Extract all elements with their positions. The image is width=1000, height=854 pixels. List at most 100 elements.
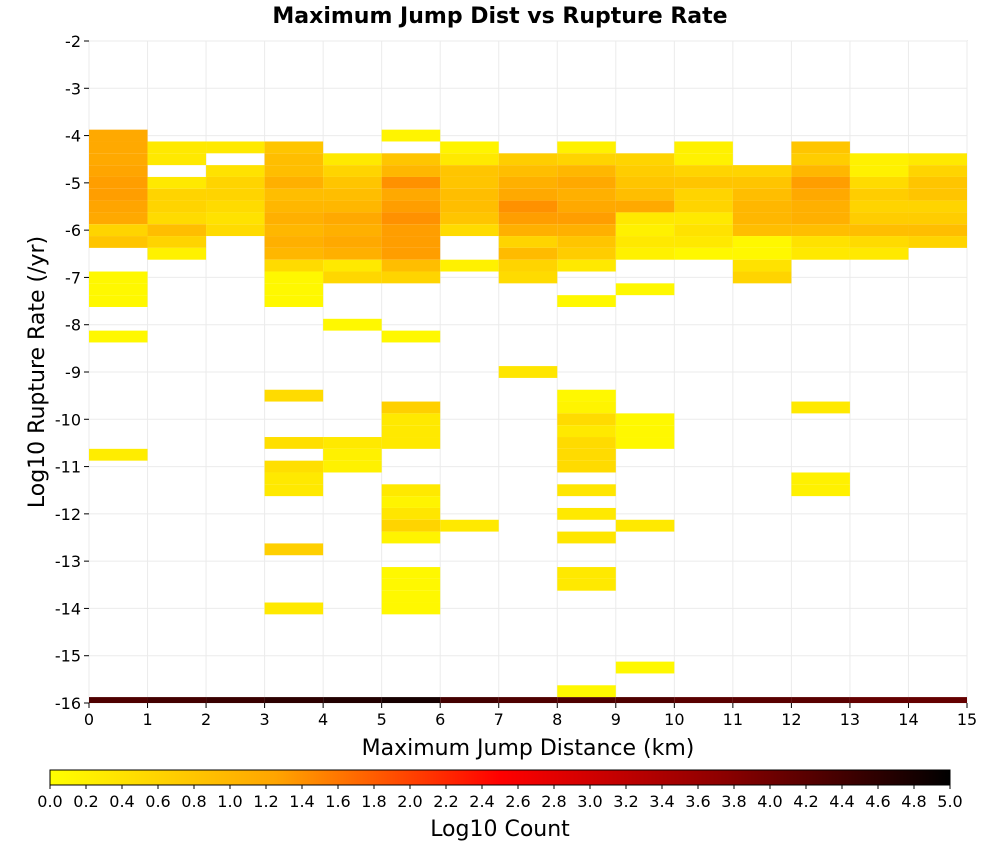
heatmap-cell xyxy=(791,188,850,201)
heatmap-cell xyxy=(791,153,850,166)
heatmap-cell xyxy=(264,153,324,166)
heatmap-cell xyxy=(264,283,324,296)
heatmap-cell xyxy=(557,259,616,272)
heatmap-cell xyxy=(732,176,792,189)
heatmap-cell xyxy=(849,236,909,248)
x-tick-label: 12 xyxy=(781,710,801,729)
heatmap-cell xyxy=(674,141,733,154)
heatmap-cell xyxy=(381,602,441,615)
colorbar-tick-label: 4.4 xyxy=(829,792,854,811)
heatmap-cell xyxy=(732,188,792,201)
heatmap-cell xyxy=(732,236,792,248)
heatmap-cell xyxy=(147,153,207,166)
heatmap-cell xyxy=(557,295,616,307)
heatmap-cell xyxy=(791,212,850,225)
heatmap-cell xyxy=(147,176,207,189)
x-tick-label: 0 xyxy=(84,710,94,729)
heatmap-cell xyxy=(557,567,616,579)
heatmap-cell xyxy=(440,153,499,166)
heatmap-cell xyxy=(264,460,324,473)
x-tick-label: 14 xyxy=(898,710,918,729)
heatmap-cell xyxy=(264,472,324,485)
heatmap-cell xyxy=(381,697,441,703)
colorbar-tick-label: 2.8 xyxy=(541,792,566,811)
heatmap-cell xyxy=(381,590,441,603)
y-tick-label: -14 xyxy=(55,599,81,618)
y-tick-label: -11 xyxy=(55,458,81,477)
heatmap-cell xyxy=(557,165,616,177)
heatmap-cell xyxy=(381,224,441,237)
heatmap-cell xyxy=(674,697,733,703)
heatmap-cell xyxy=(849,188,909,201)
heatmap-cell xyxy=(89,129,148,142)
heatmap-cell xyxy=(791,224,850,237)
heatmap-cell xyxy=(791,176,850,189)
heatmap-cell xyxy=(615,188,675,201)
heatmap-cell xyxy=(440,165,499,177)
heatmap-cell xyxy=(732,200,792,213)
heatmap-cell xyxy=(615,200,675,213)
heatmap-cell xyxy=(89,188,148,201)
heatmap-cell xyxy=(791,484,850,497)
heatmap-cell xyxy=(264,224,324,237)
heatmap-cell xyxy=(381,330,441,343)
y-tick-label: -5 xyxy=(65,174,81,193)
heatmap-cell xyxy=(264,200,324,213)
heatmap-cell xyxy=(732,271,792,284)
heatmap-cell xyxy=(615,212,675,225)
colorbar-label: Log10 Count xyxy=(430,817,570,842)
heatmap-cell xyxy=(323,176,382,189)
heatmap-cell xyxy=(791,697,850,703)
heatmap-cell xyxy=(264,437,324,449)
heatmap-cell xyxy=(615,153,675,166)
colorbar-tick-label: 2.2 xyxy=(433,792,458,811)
heatmap-cell xyxy=(323,153,382,166)
heatmap-cell xyxy=(557,531,616,544)
x-tick-label: 6 xyxy=(435,710,445,729)
y-tick-label: -6 xyxy=(65,221,81,240)
y-tick-label: -13 xyxy=(55,552,81,571)
heatmap-cell xyxy=(89,236,148,248)
heatmap-cell xyxy=(323,236,382,248)
heatmap-cell xyxy=(674,247,733,260)
heatmap-cell xyxy=(908,236,967,248)
heatmap-cell xyxy=(264,271,324,284)
colorbar-tick-label: 0.2 xyxy=(73,792,98,811)
heatmap-cell xyxy=(674,153,733,166)
heatmap-cell xyxy=(440,212,499,225)
colorbar-tick-label: 0.4 xyxy=(109,792,134,811)
heatmap-cell xyxy=(615,437,675,449)
heatmap-cell xyxy=(323,460,382,473)
colorbar-tick-label: 1.8 xyxy=(361,792,386,811)
heatmap-cell xyxy=(323,697,382,703)
colorbar-tick-label: 0.8 xyxy=(181,792,206,811)
colorbar-tick-label: 2.4 xyxy=(469,792,494,811)
heatmap-cell xyxy=(498,224,558,237)
heatmap-cell xyxy=(674,200,733,213)
colorbar-tick-label: 1.6 xyxy=(325,792,350,811)
heatmap-cell xyxy=(264,247,324,260)
colorbar-tick-label: 4.6 xyxy=(865,792,890,811)
heatmap-cell xyxy=(557,401,616,414)
heatmap-cell xyxy=(89,224,148,237)
heatmap-cell xyxy=(615,697,675,703)
y-tick-label: -15 xyxy=(55,647,81,666)
heatmap-cell xyxy=(381,247,441,260)
heatmap-cell xyxy=(147,141,207,154)
heatmap-cell xyxy=(908,212,967,225)
y-tick-label: -2 xyxy=(65,32,81,51)
heatmap-cell xyxy=(557,437,616,449)
heatmap-cell xyxy=(147,212,207,225)
heatmap-cell xyxy=(498,247,558,260)
colorbar-tick-label: 2.0 xyxy=(397,792,422,811)
heatmap-cell xyxy=(264,697,324,703)
x-axis-ticks: 0 1 2 3 4 5 6 7 8 9 10 11 12 13 14 15 xyxy=(84,703,977,729)
heatmap-cell xyxy=(557,247,616,260)
heatmap-cell xyxy=(674,224,733,237)
heatmap-cell xyxy=(849,212,909,225)
heatmap-cell xyxy=(264,259,324,272)
heatmap-cell xyxy=(791,200,850,213)
heatmap-cell xyxy=(440,519,499,532)
heatmap-cell xyxy=(440,224,499,237)
